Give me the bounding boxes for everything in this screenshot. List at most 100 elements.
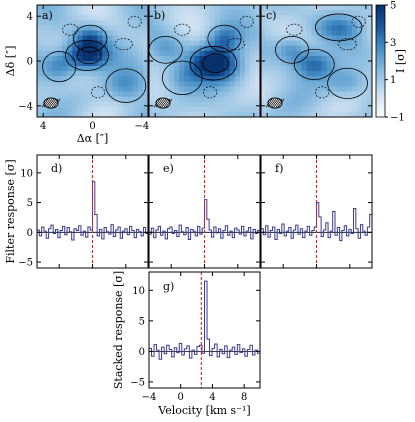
map-pixel	[351, 71, 358, 77]
map-pixel	[341, 40, 348, 47]
map-pixel	[261, 35, 267, 42]
map-pixel	[316, 5, 322, 11]
map-pixel	[291, 50, 297, 57]
map-pixel	[62, 91, 68, 98]
map-pixel	[311, 106, 317, 113]
map-pixel	[97, 71, 103, 77]
map-pixel	[361, 101, 368, 108]
map-pixel	[301, 96, 307, 103]
map-pixel	[52, 106, 58, 113]
map-pixel	[366, 101, 373, 108]
map-pixel	[321, 111, 327, 118]
map-pixel	[331, 25, 338, 31]
map-pixel	[219, 45, 226, 52]
map-pixel	[224, 35, 231, 42]
map-pixel	[254, 101, 261, 108]
map-pixel	[224, 10, 231, 16]
map-pixel	[102, 81, 109, 87]
map-pixel	[72, 101, 78, 108]
map-pixel	[47, 106, 53, 113]
map-pixel	[361, 40, 368, 47]
map-pixel	[356, 15, 363, 21]
map-pixel	[189, 66, 195, 72]
map-pixel	[47, 15, 53, 21]
beam-hatch	[153, 98, 161, 108]
map-pixel	[137, 10, 144, 16]
map-pixel	[266, 20, 272, 26]
map-pixel	[306, 55, 312, 62]
map-pixel	[341, 76, 348, 82]
map-pixel	[57, 101, 63, 108]
map-pixel	[164, 45, 170, 52]
map-pixel	[122, 101, 129, 108]
map-pixel	[249, 71, 256, 77]
map-pixel	[219, 10, 226, 16]
map-pixel	[57, 76, 63, 82]
map-pixel	[271, 40, 277, 47]
map-pixel	[276, 40, 282, 47]
map-pixel	[249, 10, 256, 16]
map-pixel	[271, 71, 277, 77]
map-pixel	[82, 10, 88, 16]
map-pixel	[82, 101, 88, 108]
map-pixel	[77, 61, 83, 67]
map-pixel	[296, 45, 302, 52]
map-pixel	[57, 81, 63, 87]
panel-label: c)	[266, 9, 276, 22]
map-pixel	[219, 35, 226, 42]
map-pixel	[137, 91, 144, 98]
map-pixel	[281, 71, 287, 77]
map-pixel	[174, 10, 180, 16]
map-pixel	[112, 10, 119, 16]
map-pixel	[169, 30, 175, 36]
map-pixel	[52, 55, 58, 62]
map-pixel	[281, 45, 287, 52]
map-pixel	[57, 20, 63, 26]
map-pixel	[254, 45, 261, 52]
map-pixel	[77, 40, 83, 47]
y-tick-label: 0	[139, 347, 145, 358]
map-pixel	[244, 15, 251, 21]
map-pixel	[179, 20, 185, 26]
map-pixel	[351, 96, 358, 103]
map-pixel	[311, 55, 317, 62]
map-pixel	[199, 50, 205, 57]
map-pixel	[164, 55, 170, 62]
map-pixel	[276, 61, 282, 67]
map-pixel	[52, 66, 58, 72]
map-pixel	[244, 40, 251, 47]
map-pixel	[276, 30, 282, 36]
map-pixel	[266, 15, 272, 21]
map-pixel	[321, 91, 327, 98]
map-pixel	[229, 86, 236, 92]
map-pixel	[311, 111, 317, 118]
map-pixel	[239, 55, 246, 62]
map-pixel	[366, 20, 373, 26]
map-pixel	[127, 76, 134, 82]
map-pixel	[87, 86, 93, 92]
map-pixel	[296, 35, 302, 42]
map-pixel	[224, 55, 231, 62]
map-pixel	[169, 10, 175, 16]
map-pixel	[67, 35, 73, 42]
map-pixel	[281, 15, 287, 21]
map-pixel	[261, 61, 267, 67]
map-pixel	[266, 86, 272, 92]
map-pixel	[184, 101, 190, 108]
map-pixel	[199, 10, 205, 16]
map-pixel	[321, 15, 327, 21]
map-pixel	[137, 101, 144, 108]
map-pixel	[159, 10, 165, 16]
map-pixel	[67, 66, 73, 72]
map-pixel	[164, 20, 170, 26]
map-pixel	[189, 91, 195, 98]
contour-negative	[203, 86, 218, 99]
map-pixel	[311, 86, 317, 92]
map-pixel	[42, 111, 48, 118]
map-pixel	[261, 86, 267, 92]
map-pixel	[366, 71, 373, 77]
map-pixel	[356, 55, 363, 62]
map-pixel	[194, 76, 200, 82]
map-pixel	[321, 66, 327, 72]
map-pixel	[291, 35, 297, 42]
